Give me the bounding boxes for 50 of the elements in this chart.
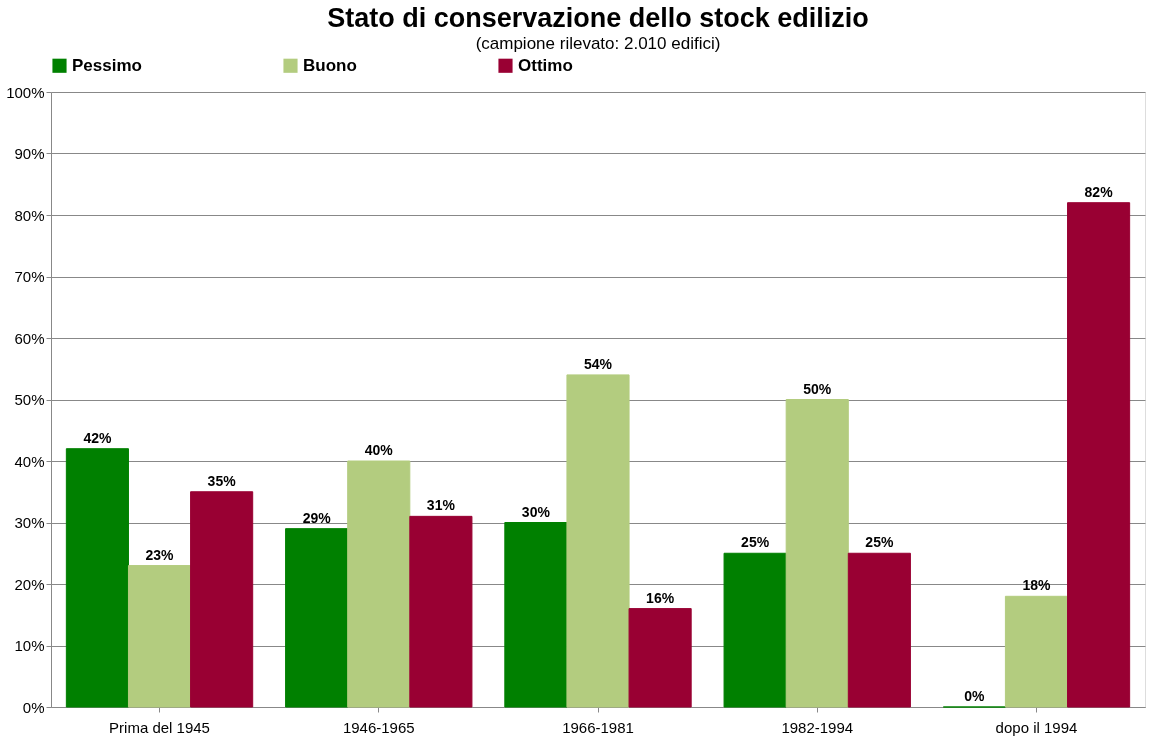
bar [1067,202,1131,708]
bar [190,491,254,708]
x-tick-label: Prima del 1945 [109,718,210,736]
chart-title: Stato di conservazione dello stock edilizio [327,3,869,33]
y-tick-label: 90% [14,145,45,162]
bar [347,460,411,708]
y-tick-label: 80% [14,206,45,224]
y-tick-label: 40% [14,452,45,470]
legend-label: Buono [303,55,357,75]
y-tick-label: 0% [22,698,45,716]
data-label: 30% [521,503,551,520]
bar [504,522,568,708]
y-tick-label: 70% [14,268,45,285]
chart-subtitle: (campione rilevato: 2.010 edifici) [475,34,721,53]
x-tick-label: 1982-1994 [781,718,854,736]
y-tick-label: 20% [14,575,45,593]
data-label: 29% [302,509,332,526]
x-tick-label: 1946-1965 [342,718,415,736]
data-label: 31% [426,497,456,514]
y-tick-label: 10% [14,637,45,654]
data-label: 25% [865,534,894,551]
bar [723,552,787,708]
data-label: 23% [145,546,175,563]
bar [65,448,129,708]
x-tick-label: 1966-1981 [562,718,634,736]
data-label: 82% [1084,183,1114,200]
bar [127,565,192,708]
bar [409,515,473,708]
y-tick-label: 30% [14,514,45,531]
data-label: 42% [83,429,112,446]
data-label: 18% [1022,577,1052,594]
data-label: 40% [364,442,394,458]
bar [785,399,849,708]
data-label: 50% [803,380,832,397]
legend-label: Ottimo [518,55,573,75]
bar [285,528,349,708]
bar [1004,595,1069,708]
data-label: 54% [583,355,613,372]
y-tick-label: 100% [6,83,45,101]
bar [566,374,630,708]
data-label: 35% [207,472,237,489]
data-label: 16% [646,589,675,606]
bar [847,552,911,708]
data-label: 25% [741,534,770,551]
x-tick-label: dopo il 1994 [995,718,1078,736]
bar [628,608,692,708]
y-tick-label: 60% [14,329,45,347]
data-label: 0% [964,688,986,704]
legend-label: Pessimo [72,55,142,75]
y-tick-label: 50% [14,391,45,408]
